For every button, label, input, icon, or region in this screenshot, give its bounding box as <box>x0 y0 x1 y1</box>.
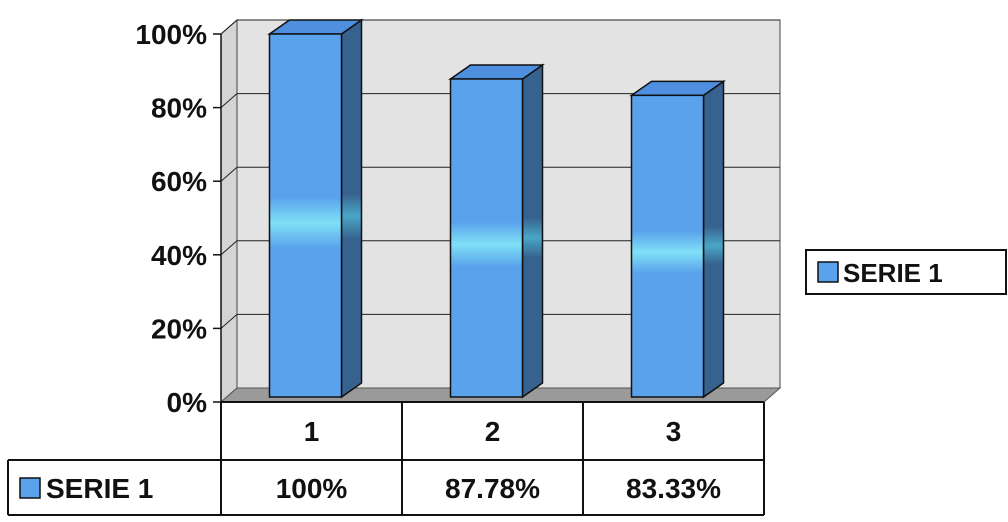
table-series-label: SERIE 1 <box>46 473 153 504</box>
legend-label: SERIE 1 <box>843 258 943 288</box>
bar-2 <box>451 65 543 397</box>
table-legend-swatch <box>20 478 40 498</box>
legend: SERIE 1 <box>806 250 1006 294</box>
category-label: 3 <box>666 416 682 447</box>
data-label: 100% <box>276 473 348 504</box>
bar-3 <box>632 81 724 397</box>
y-tick-label: 20% <box>151 313 207 344</box>
data-table: 1 100% 2 87.78% 3 83.33% SERIE 1 <box>8 402 764 515</box>
y-tick-label: 100% <box>135 19 207 50</box>
legend-swatch <box>818 262 838 282</box>
bar-1 <box>270 20 362 397</box>
bar-side <box>523 65 543 397</box>
left-wall <box>221 20 237 402</box>
data-label: 87.78% <box>445 473 540 504</box>
y-tick-label: 80% <box>151 93 207 124</box>
bar-front <box>270 34 342 397</box>
bar-front <box>451 79 523 397</box>
data-label: 83.33% <box>626 473 721 504</box>
category-label: 2 <box>485 416 501 447</box>
y-tick-label: 0% <box>167 387 208 418</box>
y-tick-label: 60% <box>151 166 207 197</box>
bar-side <box>342 20 362 397</box>
category-label: 1 <box>304 416 320 447</box>
y-tick-label: 40% <box>151 240 207 271</box>
bar-side <box>704 81 724 397</box>
y-axis: 0% 20% 40% 60% 80% 100% <box>135 19 221 418</box>
bar-front <box>632 95 704 397</box>
